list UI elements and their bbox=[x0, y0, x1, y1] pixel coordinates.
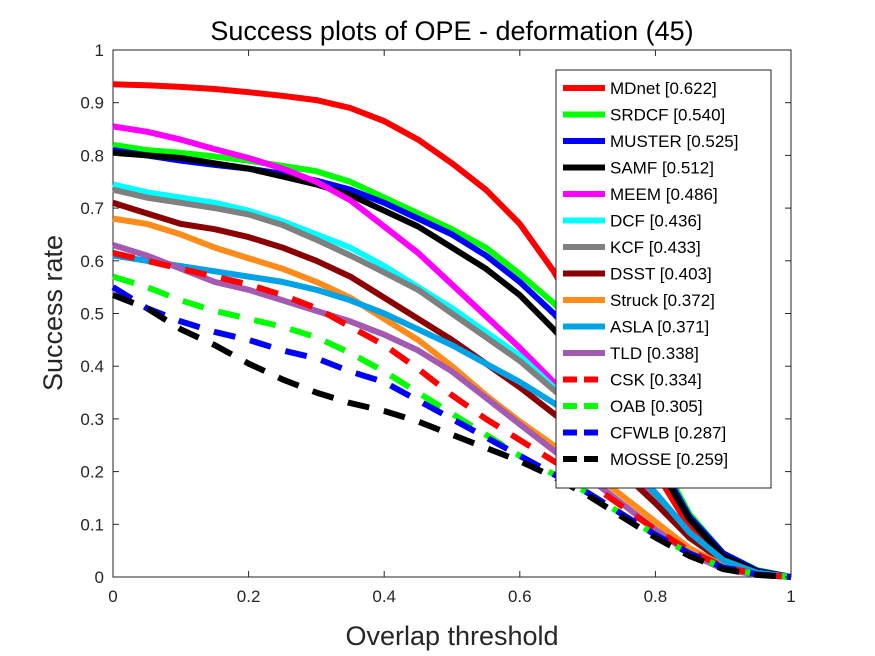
series-line-3 bbox=[112, 149, 792, 580]
legend-item: DCF [0.436] bbox=[563, 212, 702, 231]
series-layer bbox=[111, 81, 792, 580]
x-tick-label: 0.6 bbox=[508, 587, 532, 606]
legend-label: OAB [0.305] bbox=[610, 397, 703, 416]
legend-label: MEEM [0.486] bbox=[610, 185, 718, 204]
y-tick-label: 0 bbox=[95, 568, 104, 587]
legend-item: DSST [0.403] bbox=[563, 265, 712, 284]
x-tick-label: 0.2 bbox=[237, 587, 261, 606]
series-line-0 bbox=[112, 81, 792, 580]
legend-item: KCF [0.433] bbox=[563, 238, 701, 257]
series-line-11 bbox=[112, 249, 792, 580]
legend-item: CSK [0.334] bbox=[563, 371, 702, 390]
legend-item: TLD [0.338] bbox=[563, 344, 699, 363]
y-tick-label: 0.5 bbox=[80, 305, 104, 324]
y-tick-label: 0.1 bbox=[80, 515, 104, 534]
x-tick-label: 0.4 bbox=[372, 587, 396, 606]
y-tick-label: 0.9 bbox=[80, 94, 104, 113]
legend-label: KCF [0.433] bbox=[610, 238, 701, 257]
legend-label: ASLA [0.371] bbox=[610, 318, 709, 337]
y-tick-label: 0.4 bbox=[80, 357, 104, 376]
x-tick-label: 0.8 bbox=[644, 587, 668, 606]
series-line-13 bbox=[111, 284, 792, 580]
legend-label: MDnet [0.622] bbox=[610, 79, 717, 98]
legend-item: OAB [0.305] bbox=[563, 397, 703, 416]
ticks-layer: 0 0.2 0.4 0.6 0.8 1 0 0.1 0.2 0.3 0.4 0.5 0.6 0.7 0.8 0… bbox=[80, 41, 795, 606]
legend-label: Struck [0.372] bbox=[610, 291, 715, 310]
series-line-9 bbox=[112, 252, 792, 580]
series-line-7 bbox=[112, 199, 792, 580]
y-axis-label: Success rate bbox=[38, 235, 68, 391]
legend-item: MEEM [0.486] bbox=[563, 185, 718, 204]
x-axis-label: Overlap threshold bbox=[345, 621, 558, 651]
x-tick-label: 1 bbox=[786, 587, 795, 606]
legend-item: ASLA [0.371] bbox=[563, 318, 709, 337]
x-tick-label: 0 bbox=[108, 587, 117, 606]
legend-label: MOSSE [0.259] bbox=[610, 450, 728, 469]
legend-item: Struck [0.372] bbox=[563, 291, 715, 310]
legend-label: CSK [0.334] bbox=[610, 371, 702, 390]
legend: MDnet [0.622] SRDCF [0.540] MUSTER [0.525]… bbox=[555, 69, 772, 489]
legend-item: CFWLB [0.287] bbox=[563, 424, 726, 443]
y-tick-label: 0.6 bbox=[80, 252, 104, 271]
series-line-8 bbox=[112, 215, 792, 580]
legend-label: MUSTER [0.525] bbox=[610, 132, 739, 151]
legend-item: MDnet [0.622] bbox=[563, 79, 717, 98]
legend-label: CFWLB [0.287] bbox=[610, 424, 726, 443]
legend-label: DSST [0.403] bbox=[610, 265, 712, 284]
series-line-12 bbox=[112, 273, 792, 580]
legend-item: MUSTER [0.525] bbox=[563, 132, 739, 151]
legend-label: TLD [0.338] bbox=[610, 344, 699, 363]
legend-label: SRDCF [0.540] bbox=[610, 106, 725, 125]
series-line-14 bbox=[111, 292, 792, 580]
y-tick-label: 0.3 bbox=[80, 410, 104, 429]
legend-item: SRDCF [0.540] bbox=[563, 106, 725, 125]
legend-label: SAMF [0.512] bbox=[610, 159, 714, 178]
y-tick-label: 0.8 bbox=[80, 146, 104, 165]
legend-item: MOSSE [0.259] bbox=[563, 450, 728, 469]
y-tick-label: 1 bbox=[95, 41, 104, 60]
y-tick-label: 0.2 bbox=[80, 463, 104, 482]
chart-title: Success plots of OPE - deformation (45) bbox=[210, 16, 693, 46]
legend-label: DCF [0.436] bbox=[610, 212, 702, 231]
legend-item: SAMF [0.512] bbox=[563, 159, 714, 178]
legend-items: MDnet [0.622] SRDCF [0.540] MUSTER [0.525]… bbox=[563, 79, 739, 469]
y-tick-label: 0.7 bbox=[80, 199, 104, 218]
